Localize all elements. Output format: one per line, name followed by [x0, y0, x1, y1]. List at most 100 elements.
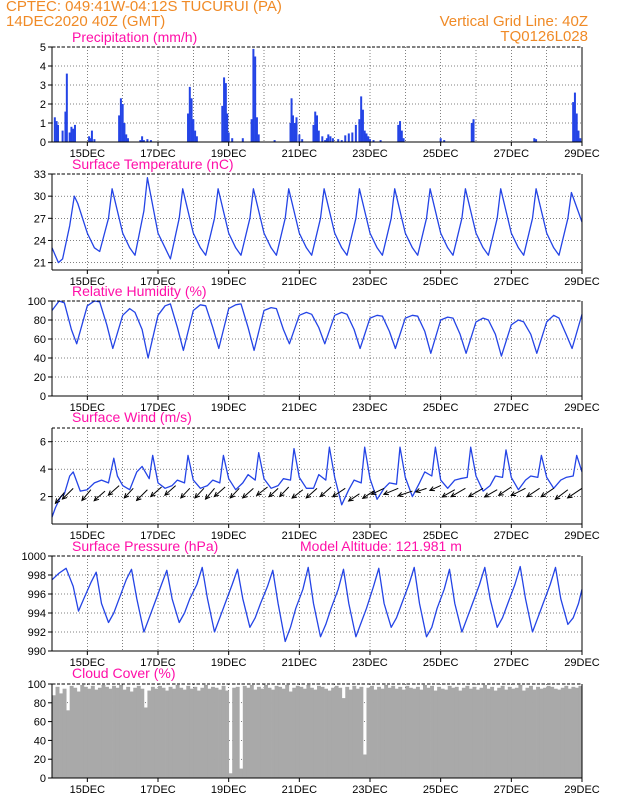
y-tick-label: 0 — [40, 137, 46, 149]
cloud-bar — [401, 689, 406, 778]
cloud-bar — [295, 685, 300, 778]
precip-bar — [470, 123, 473, 142]
wind-arrowhead — [149, 491, 156, 498]
precip-bar — [93, 139, 96, 142]
cloud-bar — [90, 685, 95, 778]
precip-bar — [142, 140, 145, 142]
precip-bar — [273, 140, 276, 142]
precip-bar — [316, 115, 318, 142]
cloud-bar — [320, 686, 325, 778]
cloud-bar — [175, 684, 180, 778]
cloud-bar — [143, 707, 148, 778]
cloud-bar — [532, 689, 537, 778]
cloud-bar — [564, 685, 569, 778]
cloud-bar — [550, 686, 555, 778]
precip-bar — [354, 124, 357, 142]
wind-arrowhead — [93, 495, 100, 502]
y-tick-label: 80 — [34, 698, 46, 710]
wind-arrowhead — [291, 493, 298, 499]
x-tick-label: 17DEC — [140, 402, 176, 414]
cloud-bar — [384, 684, 389, 778]
cloud-bar — [285, 684, 290, 778]
cloud-bar — [172, 688, 177, 778]
wind-arrowhead — [229, 493, 236, 499]
precip-bar — [223, 77, 226, 142]
cloud-bar — [345, 686, 350, 778]
wind-vector — [164, 485, 176, 496]
cloud-bar — [454, 686, 459, 778]
cloud-bar — [267, 687, 272, 778]
x-tick-label: 17DEC — [140, 530, 176, 542]
precip-bar — [329, 136, 332, 142]
cloud-bar — [500, 685, 505, 778]
cloud-bar — [511, 688, 516, 778]
cloud-bar — [260, 688, 265, 778]
precip-bar — [331, 138, 334, 142]
cloud-bar — [115, 687, 120, 778]
x-tick-label: 23DEC — [352, 784, 388, 796]
precip-bar — [347, 133, 350, 142]
cloud-bar — [324, 688, 328, 778]
cloud-bar — [246, 687, 251, 778]
cloud-bar — [150, 686, 155, 778]
precip-bar — [231, 138, 234, 142]
cloud-bar — [387, 687, 392, 778]
precip-bar — [139, 140, 142, 142]
cloud-bar — [105, 686, 109, 778]
x-tick-label: 15DEC — [70, 148, 106, 160]
cloud-bar — [574, 687, 579, 778]
precip-bar — [72, 128, 75, 142]
cloud-bar — [525, 687, 530, 778]
cloud-bar — [94, 689, 99, 778]
wind-arrowhead — [54, 498, 61, 505]
wind-vector — [526, 487, 540, 498]
x-tick-label: 29DEC — [564, 784, 600, 796]
cloud-bar — [239, 768, 244, 778]
x-tick-label: 23DEC — [352, 530, 388, 542]
precip-bar — [55, 121, 58, 142]
cloud-bar — [394, 688, 399, 778]
cloud-bar — [225, 690, 230, 778]
x-tick-label: 25DEC — [423, 148, 459, 160]
cloud-bar — [73, 687, 78, 778]
precip-bar — [123, 123, 126, 142]
precip-bar — [369, 139, 371, 142]
wind-arrowhead — [396, 492, 404, 497]
precip-bar — [399, 121, 402, 142]
wind-vector — [397, 490, 413, 497]
wind-arrowhead — [213, 491, 220, 498]
cloud-bar — [479, 687, 484, 778]
cloud-bar — [112, 685, 116, 778]
wind-vector — [229, 488, 240, 499]
cloud-bar — [274, 685, 279, 778]
wind-vector — [348, 493, 360, 502]
precip-bar — [340, 140, 343, 142]
precip-bar — [360, 96, 363, 142]
cloud-bar — [154, 688, 159, 778]
y-tick-label: 1000 — [22, 551, 46, 563]
cloud-bar — [461, 687, 466, 778]
cloud-bar — [200, 687, 205, 778]
panel-pres: 990 992 994 996 998 1000 15DEC 17DEC 19DEC 21DEC 2… — [22, 538, 600, 669]
cloud-bar — [69, 685, 74, 778]
cloud-bar — [278, 686, 283, 778]
cloud-bar — [221, 685, 226, 778]
cloud-bar — [249, 684, 254, 778]
wind-vector — [415, 487, 427, 493]
x-tick-label: 15DEC — [70, 402, 106, 414]
precip-bar — [379, 140, 382, 142]
header-grid-line: Vertical Grid Line: 40Z — [439, 13, 588, 30]
precip-bar — [73, 124, 76, 142]
cloud-bar — [313, 689, 318, 778]
precip-bar — [89, 138, 92, 142]
cloud-bar — [415, 686, 420, 778]
x-tick-label: 25DEC — [423, 402, 459, 414]
precip-bar — [187, 113, 190, 142]
y-tick-label: 100 — [28, 679, 46, 691]
cloud-bar — [253, 689, 258, 778]
cloud-bar — [458, 690, 463, 778]
cloud-bar — [560, 687, 565, 778]
cloud-bar — [126, 686, 131, 778]
precip-bar — [227, 132, 230, 142]
